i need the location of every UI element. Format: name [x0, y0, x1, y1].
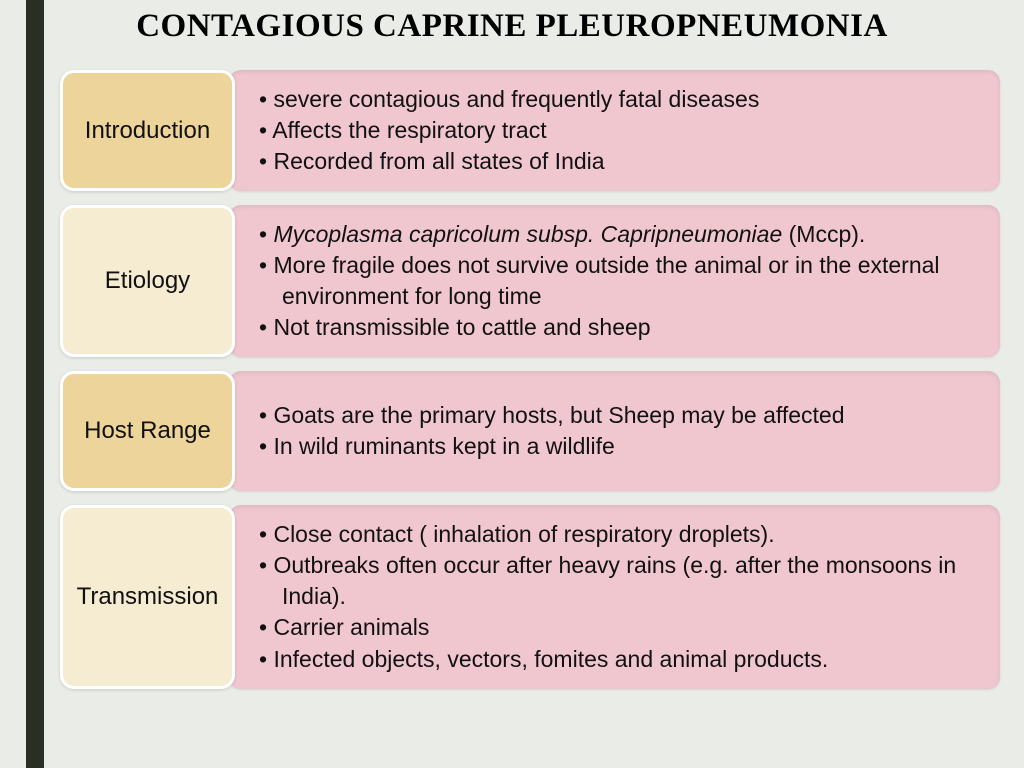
- bullet-item: Affects the respiratory tract: [259, 115, 980, 146]
- info-row: Host Range Goats are the primary hosts, b…: [60, 371, 1000, 491]
- row-content: Mycoplasma capricolum subsp. Capripneumo…: [229, 205, 1000, 357]
- info-row: Etiology Mycoplasma capricolum subsp. Cap…: [60, 205, 1000, 357]
- bullet-item: Not transmissible to cattle and sheep: [259, 312, 980, 343]
- slide-title: CONTAGIOUS CAPRINE PLEUROPNEUMONIA: [0, 8, 1024, 45]
- bullet-item: severe contagious and frequently fatal d…: [259, 84, 980, 115]
- info-row: Introduction severe contagious and freque…: [60, 70, 1000, 191]
- row-label: Introduction: [60, 70, 235, 191]
- bullet-item: Mycoplasma capricolum subsp. Capripneumo…: [259, 219, 980, 250]
- row-label: Etiology: [60, 205, 235, 357]
- info-row: Transmission Close contact ( inhalation o…: [60, 505, 1000, 688]
- bullet-item: In wild ruminants kept in a wildlife: [259, 431, 980, 462]
- bullet-item: Goats are the primary hosts, but Sheep m…: [259, 400, 980, 431]
- bullet-item: Close contact ( inhalation of respirator…: [259, 519, 980, 550]
- bullet-item: More fragile does not survive outside th…: [259, 250, 980, 312]
- bullet-item: Carrier animals: [259, 612, 980, 643]
- rows-container: Introduction severe contagious and freque…: [60, 70, 1000, 703]
- row-content: Goats are the primary hosts, but Sheep m…: [229, 371, 1000, 491]
- row-content: Close contact ( inhalation of respirator…: [229, 505, 1000, 688]
- bullet-item: Outbreaks often occur after heavy rains …: [259, 550, 980, 612]
- row-label: Host Range: [60, 371, 235, 491]
- bullet-item: Infected objects, vectors, fomites and a…: [259, 644, 980, 675]
- row-content: severe contagious and frequently fatal d…: [229, 70, 1000, 191]
- row-label: Transmission: [60, 505, 235, 688]
- bullet-item: Recorded from all states of India: [259, 146, 980, 177]
- vertical-accent-bar: [26, 0, 44, 768]
